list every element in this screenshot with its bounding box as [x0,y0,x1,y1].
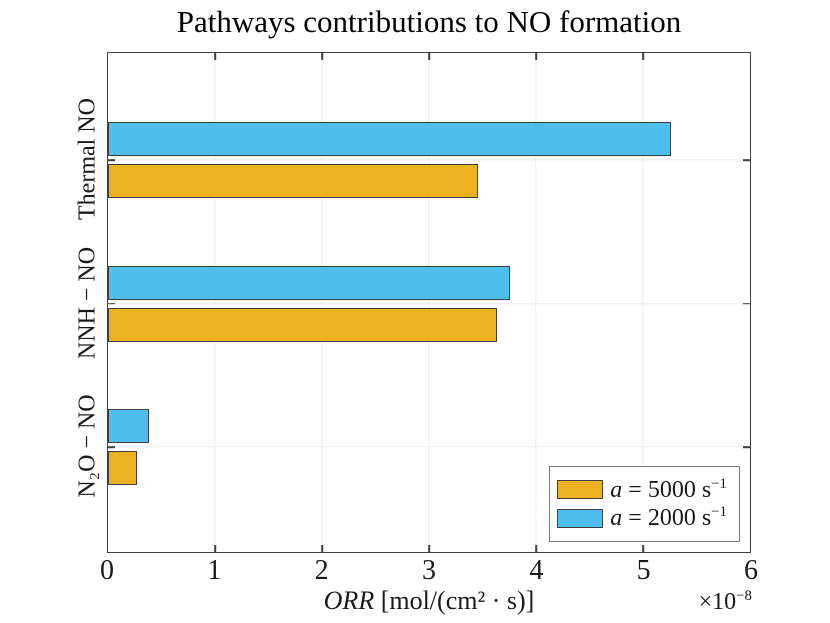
legend-row: a = 2000 s−1 [557,505,727,531]
legend-label: a = 2000 s−1 [610,504,727,532]
legend-row: a = 5000 s−1 [557,475,727,503]
x-tick-mark [642,545,644,552]
y-tick-mark [743,302,750,305]
gridline-y [108,302,750,305]
x-tick-mark [321,545,323,552]
legend-rows: a = 5000 s−1 a = 2000 s−1 [557,475,727,532]
legend-swatch [557,480,604,500]
x-tick-labels: 0 1 2 3 4 5 6 [100,555,758,587]
x-tick-label: 0 [100,555,114,586]
bar-a=2000s⁻¹ [108,265,511,300]
x-tick-label: 4 [529,555,544,586]
x-axis-multiplier-exponent: −8 [736,588,752,604]
x-tick-mark [642,53,644,60]
y-tick-mark [743,446,750,448]
x-tick-mark [535,53,537,60]
bar-a=2000s⁻¹ [108,122,671,156]
y-tick-label: N₂O − NO [74,394,101,498]
x-tick-mark [214,53,216,60]
x-axis-label-units: [mol/(cm² · s)] [374,586,535,615]
y-tick-mark [108,302,115,305]
y-tick-mark [108,159,115,161]
x-axis-multiplier: ×10−8 [699,588,752,616]
legend-label: a = 5000 s−1 [610,475,727,503]
x-tick-label: 6 [744,555,758,586]
y-axis-labels: Thermal NO NNH − NO N₂O − NO [0,52,107,553]
x-tick-mark [535,545,537,552]
bar-a=5000s⁻¹ [108,451,137,485]
gridline-x [642,53,644,552]
x-axis-label: ORR [mol/(cm² · s)] [107,586,751,616]
x-tick-mark [428,545,430,552]
plot-area: a = 5000 s−1 a = 2000 s−1 [107,52,751,553]
legend: a = 5000 s−1 a = 2000 s−1 [549,466,740,542]
x-axis-multiplier-base: ×10 [698,589,737,615]
x-tick-label: 1 [207,555,222,586]
gridline-x [535,53,537,552]
y-tick-mark [743,159,750,161]
chart-title: Pathways contributions to NO formation [176,4,682,39]
y-tick-label: Thermal NO [74,98,101,220]
gridline-x [428,53,430,552]
x-tick-mark [214,545,216,552]
gridline-y [108,446,750,448]
legend-swatch [557,508,604,528]
gridline-y [108,159,750,161]
y-tick-mark [108,446,115,448]
gridline-x [321,53,323,552]
x-tick-label: 5 [636,555,651,586]
gridline-x [214,53,216,552]
bar-a=2000s⁻¹ [108,409,149,443]
bar-a=5000s⁻¹ [108,164,479,198]
x-axis-label-variable: ORR [323,586,375,615]
x-tick-label: 2 [314,555,329,586]
bar-a=5000s⁻¹ [108,307,498,342]
x-tick-mark [321,53,323,60]
x-tick-mark [428,53,430,60]
x-tick-label: 3 [422,555,436,586]
y-tick-label: NNH − NO [74,246,101,359]
